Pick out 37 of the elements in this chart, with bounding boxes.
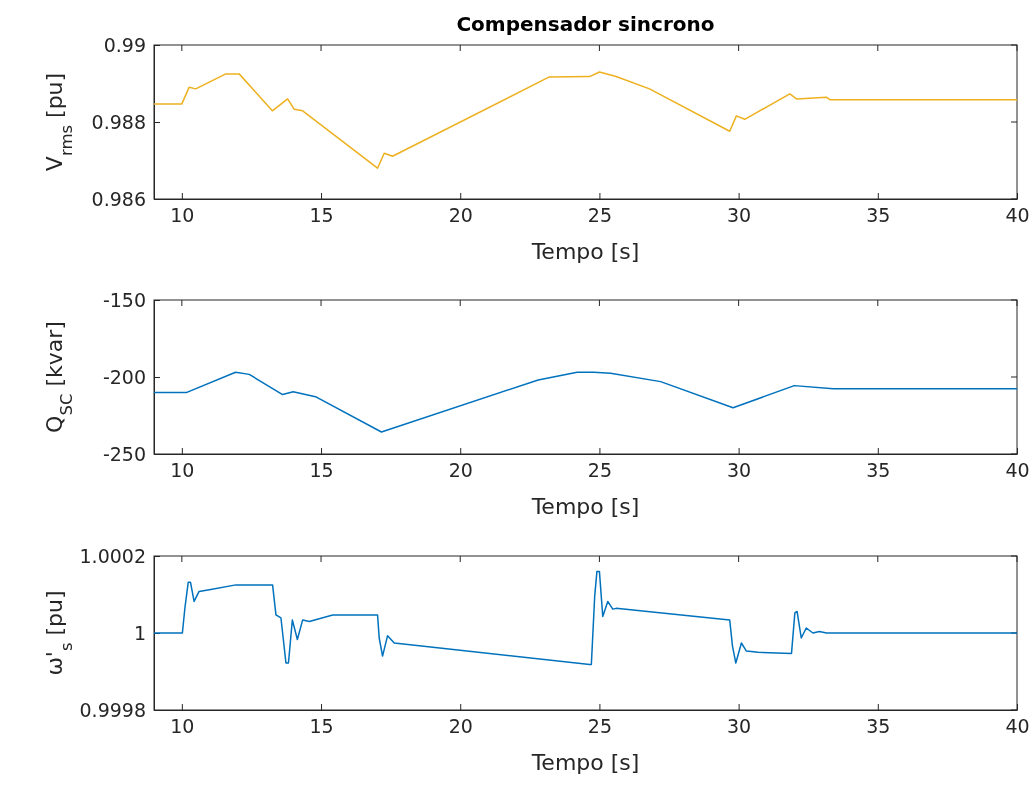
x-tick-label: 10 (170, 459, 195, 482)
x-tick-label: 15 (309, 459, 334, 482)
x-tick-label: 30 (727, 204, 752, 227)
y-tick-label: -250 (102, 442, 146, 465)
x-tick-label: 30 (727, 459, 752, 482)
x-tick-label: 20 (448, 715, 473, 738)
x-tick-label: 20 (448, 204, 473, 227)
chart-title: Compensador sincrono (456, 12, 715, 36)
x-tick-label: 15 (309, 204, 334, 227)
x-tick-label: 25 (587, 204, 613, 227)
x-tick-label: 20 (448, 459, 473, 482)
x-axis-title: Tempo [s] (530, 750, 640, 775)
y-tick-label: 0.988 (91, 110, 146, 133)
x-axis-title: Tempo [s] (530, 239, 640, 264)
line-series (154, 371, 1017, 433)
y-tick-label: -150 (102, 288, 146, 311)
x-tick-label: 40 (1005, 204, 1030, 227)
x-tick-label: 35 (866, 459, 891, 482)
y-tick-label: 1 (133, 621, 146, 644)
x-tick-label: 10 (170, 715, 195, 738)
x-tick-label: 35 (866, 204, 891, 227)
line-series (154, 71, 1017, 169)
x-axis-title: Tempo [s] (530, 494, 640, 519)
y-tick-label: 0.9998 (79, 698, 146, 721)
x-tick-label: 25 (587, 459, 613, 482)
line-series (154, 570, 1017, 666)
x-tick-label: 40 (1005, 459, 1030, 482)
x-tick-label: 35 (866, 715, 891, 738)
y-tick-label: 1.0002 (79, 544, 146, 567)
y-tick-label: 0.99 (103, 33, 146, 56)
x-tick-label: 40 (1005, 715, 1030, 738)
x-tick-label: 15 (309, 715, 334, 738)
y-tick-label: 0.986 (91, 187, 146, 210)
y-tick-label: -200 (102, 365, 146, 388)
x-tick-label: 10 (170, 204, 195, 227)
x-tick-label: 30 (727, 715, 752, 738)
x-tick-label: 25 (587, 715, 613, 738)
